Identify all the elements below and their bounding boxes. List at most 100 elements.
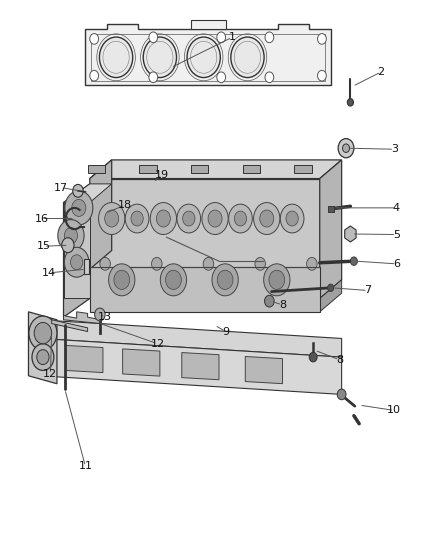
Circle shape xyxy=(37,350,49,365)
FancyBboxPatch shape xyxy=(191,165,208,173)
Polygon shape xyxy=(320,280,342,312)
Circle shape xyxy=(177,204,201,233)
Circle shape xyxy=(183,211,195,226)
Circle shape xyxy=(109,264,135,296)
FancyBboxPatch shape xyxy=(139,165,157,173)
Polygon shape xyxy=(64,203,90,298)
Circle shape xyxy=(73,184,83,197)
Circle shape xyxy=(65,191,93,225)
Polygon shape xyxy=(90,160,112,269)
Circle shape xyxy=(217,32,226,43)
Circle shape xyxy=(309,352,317,362)
Circle shape xyxy=(280,204,304,233)
Text: 17: 17 xyxy=(54,183,68,192)
Circle shape xyxy=(149,72,158,83)
Circle shape xyxy=(269,270,285,289)
Circle shape xyxy=(318,70,326,81)
Circle shape xyxy=(265,32,274,43)
Text: 8: 8 xyxy=(336,355,343,365)
Text: 13: 13 xyxy=(98,312,112,322)
Circle shape xyxy=(125,204,149,233)
Circle shape xyxy=(231,37,264,78)
Circle shape xyxy=(265,72,274,83)
Polygon shape xyxy=(28,312,57,384)
Circle shape xyxy=(337,389,346,400)
Circle shape xyxy=(160,264,187,296)
Circle shape xyxy=(229,204,252,233)
Text: 12: 12 xyxy=(151,339,165,349)
Circle shape xyxy=(350,257,357,265)
Polygon shape xyxy=(123,349,160,376)
Circle shape xyxy=(217,270,233,289)
Circle shape xyxy=(212,264,238,296)
Text: 12: 12 xyxy=(43,369,57,379)
Circle shape xyxy=(90,34,99,44)
Circle shape xyxy=(32,344,54,370)
Circle shape xyxy=(72,199,86,216)
Text: 6: 6 xyxy=(393,259,400,269)
Circle shape xyxy=(71,255,83,270)
Polygon shape xyxy=(64,184,90,317)
Circle shape xyxy=(264,264,290,296)
Circle shape xyxy=(260,210,274,227)
Circle shape xyxy=(307,257,317,270)
Circle shape xyxy=(343,144,350,152)
Text: 18: 18 xyxy=(118,200,132,210)
Circle shape xyxy=(105,210,119,227)
Circle shape xyxy=(156,210,170,227)
Circle shape xyxy=(150,203,177,235)
Circle shape xyxy=(95,308,105,321)
Circle shape xyxy=(338,139,354,158)
Text: 19: 19 xyxy=(155,170,169,180)
Polygon shape xyxy=(245,357,283,384)
Circle shape xyxy=(29,316,57,350)
Polygon shape xyxy=(90,179,320,298)
Circle shape xyxy=(149,32,158,43)
Circle shape xyxy=(64,228,78,244)
Text: 16: 16 xyxy=(35,214,49,223)
Circle shape xyxy=(64,247,89,277)
Polygon shape xyxy=(66,345,103,373)
Circle shape xyxy=(255,257,265,270)
Circle shape xyxy=(166,270,181,289)
Circle shape xyxy=(131,211,143,226)
Circle shape xyxy=(318,34,326,44)
Polygon shape xyxy=(64,184,112,203)
Text: 7: 7 xyxy=(364,286,371,295)
Circle shape xyxy=(143,37,177,78)
Circle shape xyxy=(234,211,247,226)
Text: 15: 15 xyxy=(37,241,51,251)
Polygon shape xyxy=(320,160,342,298)
Circle shape xyxy=(62,238,74,253)
Circle shape xyxy=(328,284,334,292)
Circle shape xyxy=(99,37,133,78)
Text: 5: 5 xyxy=(393,230,400,239)
Text: 8: 8 xyxy=(279,300,286,310)
Text: 11: 11 xyxy=(78,462,92,471)
Circle shape xyxy=(347,99,353,106)
Circle shape xyxy=(99,203,125,235)
Circle shape xyxy=(202,203,228,235)
FancyBboxPatch shape xyxy=(294,165,312,173)
Text: 9: 9 xyxy=(222,327,229,336)
FancyBboxPatch shape xyxy=(88,165,105,173)
Circle shape xyxy=(208,210,222,227)
Circle shape xyxy=(58,220,84,252)
Circle shape xyxy=(265,295,274,307)
Polygon shape xyxy=(64,312,101,324)
Polygon shape xyxy=(52,320,88,332)
Polygon shape xyxy=(39,320,342,357)
FancyBboxPatch shape xyxy=(84,259,89,274)
Circle shape xyxy=(152,257,162,270)
Polygon shape xyxy=(90,160,342,179)
Circle shape xyxy=(217,72,226,83)
Text: 10: 10 xyxy=(387,406,401,415)
FancyBboxPatch shape xyxy=(191,20,226,29)
Polygon shape xyxy=(39,338,342,394)
Polygon shape xyxy=(90,266,320,312)
Text: 2: 2 xyxy=(378,67,385,77)
Polygon shape xyxy=(85,24,331,85)
Text: 14: 14 xyxy=(42,268,56,278)
FancyBboxPatch shape xyxy=(243,165,260,173)
Text: 1: 1 xyxy=(229,33,236,42)
